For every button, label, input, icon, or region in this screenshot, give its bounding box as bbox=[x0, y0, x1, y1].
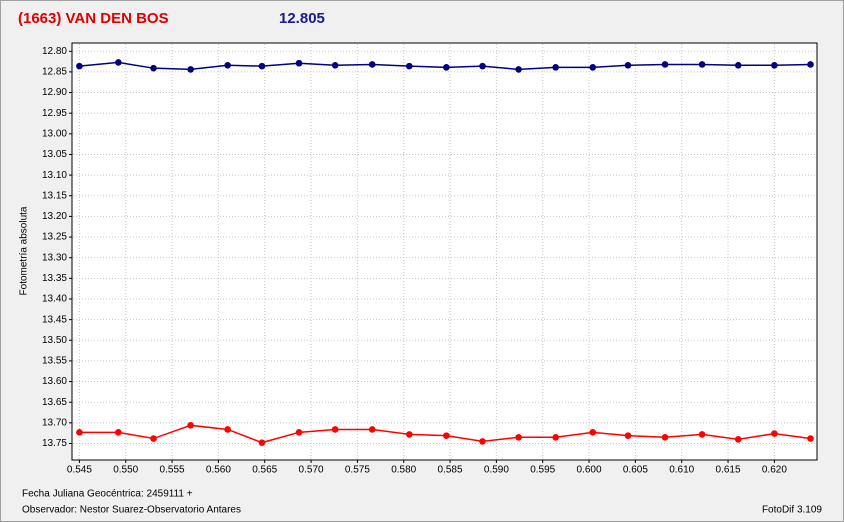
data-point bbox=[661, 61, 669, 68]
data-point bbox=[76, 62, 83, 70]
plot-area bbox=[71, 42, 818, 461]
y-tick-label: 13.15 bbox=[42, 190, 67, 201]
x-tick-label: 0.580 bbox=[391, 465, 416, 476]
data-point bbox=[771, 430, 778, 437]
x-tick-label: 0.585 bbox=[438, 465, 463, 476]
data-point bbox=[515, 66, 522, 73]
x-tick-label: 0.560 bbox=[206, 465, 231, 476]
data-point bbox=[589, 429, 597, 436]
data-point bbox=[115, 59, 122, 66]
y-tick-label: 13.60 bbox=[42, 376, 67, 387]
y-tick-label: 13.75 bbox=[42, 438, 67, 449]
y-tick-label: 13.45 bbox=[42, 314, 67, 325]
x-axis-label: Fecha Juliana Geocéntrica: 2459111 + bbox=[22, 489, 193, 500]
y-tick-label: 13.20 bbox=[42, 211, 67, 222]
data-point bbox=[807, 435, 814, 442]
data-point bbox=[76, 429, 83, 436]
data-point bbox=[224, 61, 231, 69]
y-tick-label: 13.00 bbox=[42, 128, 67, 139]
y-tick-label: 13.30 bbox=[42, 252, 67, 263]
y-tick-label: 13.35 bbox=[42, 273, 67, 284]
data-point bbox=[443, 432, 450, 439]
data-point bbox=[295, 429, 303, 436]
data-point bbox=[552, 64, 559, 71]
data-point bbox=[405, 431, 413, 438]
chart-title: (1663) VAN DEN BOS bbox=[18, 10, 169, 27]
data-point bbox=[807, 61, 814, 68]
x-tick-label: 0.565 bbox=[252, 465, 277, 476]
data-point bbox=[443, 64, 450, 71]
data-point bbox=[224, 426, 231, 433]
x-tick-label: 0.590 bbox=[484, 465, 509, 476]
x-tick-label: 0.575 bbox=[345, 465, 370, 476]
y-tick-label: 13.10 bbox=[42, 170, 67, 181]
data-point bbox=[187, 422, 194, 429]
y-tick-label: 12.80 bbox=[42, 46, 67, 57]
data-point bbox=[115, 429, 122, 436]
data-point bbox=[771, 61, 778, 69]
data-point bbox=[258, 439, 266, 446]
data-point bbox=[150, 64, 157, 72]
data-point bbox=[515, 433, 522, 441]
data-point bbox=[734, 436, 742, 443]
data-point bbox=[698, 61, 706, 68]
observer: Observador: Nestor Suarez-Observatorio A… bbox=[22, 505, 241, 516]
x-tick-label: 0.610 bbox=[669, 465, 694, 476]
y-tick-label: 13.55 bbox=[42, 356, 67, 367]
data-point bbox=[479, 438, 486, 445]
y-tick-label: 13.40 bbox=[42, 294, 67, 305]
x-tick-label: 0.595 bbox=[530, 465, 555, 476]
data-point bbox=[734, 61, 742, 69]
data-point bbox=[589, 64, 597, 71]
x-tick-label: 0.605 bbox=[623, 465, 648, 476]
data-point bbox=[552, 433, 559, 441]
data-point bbox=[698, 431, 706, 438]
y-tick-label: 13.25 bbox=[42, 232, 67, 243]
data-point bbox=[331, 426, 339, 433]
y-tick-label: 13.70 bbox=[42, 417, 67, 428]
data-point bbox=[624, 432, 632, 439]
x-tick-label: 0.615 bbox=[716, 465, 741, 476]
x-tick-label: 0.600 bbox=[577, 465, 602, 476]
data-point bbox=[624, 61, 632, 69]
data-point bbox=[258, 62, 266, 70]
data-point bbox=[405, 62, 413, 70]
y-tick-label: 13.05 bbox=[42, 149, 67, 160]
data-point bbox=[368, 61, 376, 68]
software: FotoDif 3.109 bbox=[762, 505, 822, 516]
y-tick-label: 12.85 bbox=[42, 67, 67, 78]
data-point bbox=[150, 435, 157, 442]
x-tick-label: 0.555 bbox=[160, 465, 185, 476]
chart-subtitle: 12.805 bbox=[279, 10, 325, 27]
y-tick-label: 12.90 bbox=[42, 87, 67, 98]
y-axis-label: Fotometría absoluta bbox=[19, 206, 30, 295]
data-point bbox=[187, 66, 194, 73]
x-tick-label: 0.550 bbox=[113, 465, 138, 476]
data-point bbox=[479, 62, 486, 70]
data-point bbox=[331, 61, 339, 69]
x-tick-label: 0.545 bbox=[67, 465, 92, 476]
data-point bbox=[368, 426, 376, 433]
y-tick-label: 13.65 bbox=[42, 397, 67, 408]
y-tick-label: 13.50 bbox=[42, 335, 67, 346]
data-point bbox=[661, 433, 669, 441]
x-tick-label: 0.620 bbox=[762, 465, 787, 476]
x-tick-label: 0.570 bbox=[299, 465, 324, 476]
data-point bbox=[295, 59, 303, 67]
y-tick-label: 12.95 bbox=[42, 108, 67, 119]
